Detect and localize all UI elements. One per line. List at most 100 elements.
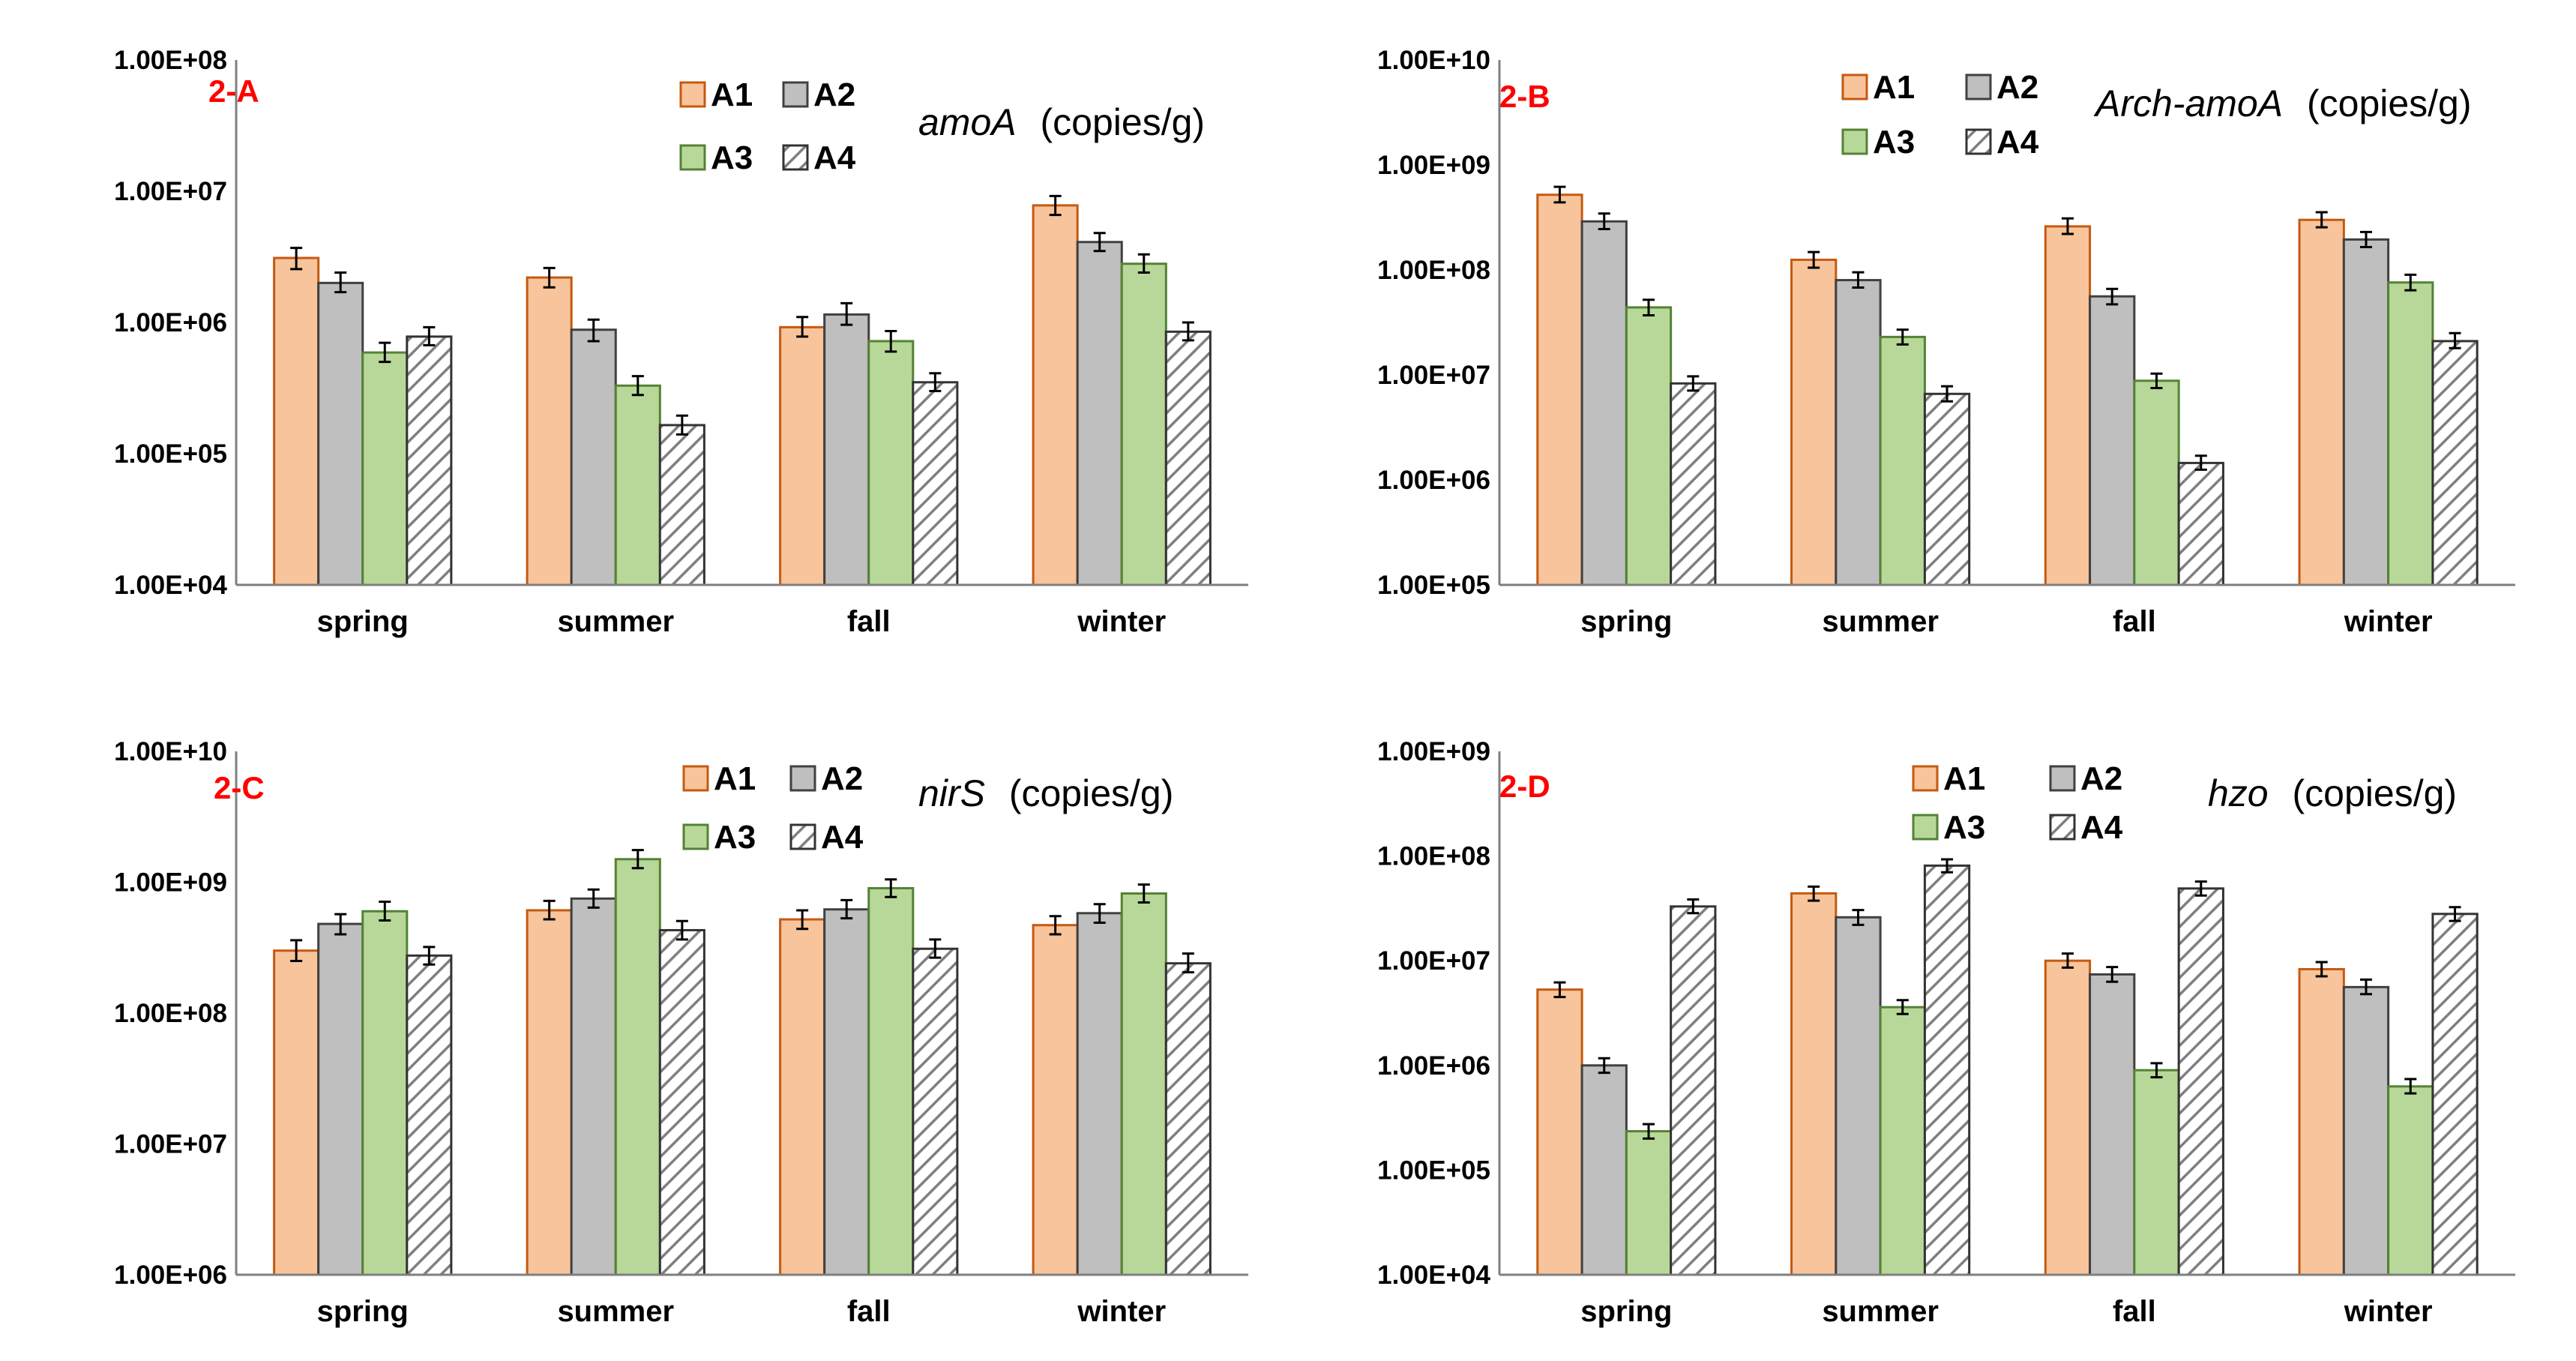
bars-group-2c bbox=[235, 751, 1248, 1276]
x-category-label-winter-2c: winter bbox=[1077, 1295, 1166, 1328]
x-category-label-spring-2d: spring bbox=[1580, 1295, 1672, 1328]
legend-swatch-a1-2a bbox=[679, 81, 706, 108]
bar-a3-spring-2c bbox=[361, 910, 409, 1276]
legend-swatch-a2-2b bbox=[1965, 73, 1992, 100]
gene-title-2d: hzo (copies/g) bbox=[2208, 772, 2457, 814]
bar-a1-spring-2a bbox=[273, 256, 320, 586]
bar-a3-winter-2d bbox=[2387, 1085, 2434, 1276]
y-ticks-2c: 1.00E+06 1.00E+07 1.00E+08 1.00E+09 1.00E+10 bbox=[114, 737, 227, 1290]
x-category-label-fall-2c: fall bbox=[847, 1295, 891, 1328]
bar-a3-summer-2c bbox=[614, 858, 661, 1276]
legend-label-a3-2c: A3 bbox=[714, 819, 756, 856]
x-categories-2b: spring summer fall winter bbox=[1580, 605, 2432, 638]
x-category-label-winter-2a: winter bbox=[1077, 605, 1166, 638]
bar-a3-spring-2a bbox=[361, 351, 409, 586]
legend-swatch-a2-2c bbox=[789, 765, 816, 792]
legend-label-a1-2b: A1 bbox=[1873, 69, 1915, 106]
chart-panel-2b: 1.00E+05 1.00E+06 1.00E+07 1.00E+08 1.00E+09… bbox=[1377, 46, 2515, 638]
bar-a1-fall-2b bbox=[2044, 225, 2092, 586]
y-tick-label-2b: 1.00E+06 bbox=[1377, 466, 1490, 495]
bar-a2-fall-2b bbox=[2089, 295, 2136, 586]
bar-a1-fall-2d bbox=[2044, 959, 2092, 1276]
x-category-label-winter-2b: winter bbox=[2344, 605, 2433, 638]
bar-a1-summer-2b bbox=[1790, 258, 1838, 586]
gene-name-2b: Arch-amoA bbox=[2093, 82, 2283, 124]
legend-label-a2-2b: A2 bbox=[1996, 69, 2038, 106]
bar-a3-fall-2b bbox=[2133, 379, 2180, 586]
bar-a2-summer-2d bbox=[1835, 916, 1882, 1276]
bar-a4-winter-2c bbox=[1164, 962, 1212, 1276]
legend-label-a2-2c: A2 bbox=[821, 760, 863, 797]
panel-id-2d: 2-D bbox=[1499, 769, 1550, 804]
bar-a4-fall-2b bbox=[2177, 461, 2224, 586]
legend-2b: A1 A2 A3 A4 bbox=[1841, 69, 2039, 160]
x-category-label-spring-2c: spring bbox=[317, 1295, 409, 1328]
y-ticks-2d: 1.00E+04 1.00E+05 1.00E+06 1.00E+07 1.00E+08… bbox=[1377, 737, 1490, 1290]
bar-a2-spring-2d bbox=[1580, 1064, 1628, 1276]
legend-label-a3-2d: A3 bbox=[1943, 809, 1985, 846]
bar-a4-spring-2c bbox=[406, 954, 453, 1276]
x-categories-2a: spring summer fall winter bbox=[317, 605, 1167, 638]
bar-a3-winter-2b bbox=[2387, 281, 2434, 586]
bar-a2-fall-2d bbox=[2089, 973, 2136, 1276]
chart-panel-2c: 1.00E+06 1.00E+07 1.00E+08 1.00E+09 1.00E+10… bbox=[114, 737, 1248, 1328]
legend-swatch-a3-2a bbox=[679, 144, 706, 171]
x-category-label-summer-2c: summer bbox=[557, 1295, 674, 1328]
y-tick-label-2c: 1.00E+10 bbox=[114, 737, 227, 766]
bar-a2-summer-2a bbox=[570, 328, 617, 586]
legend-swatch-a1-2d bbox=[1912, 765, 1939, 792]
gene-title-2c: nirS (copies/g) bbox=[918, 772, 1173, 814]
panel-id-2b: 2-B bbox=[1499, 79, 1550, 114]
bar-a3-summer-2d bbox=[1879, 1006, 1926, 1276]
bar-a2-spring-2c bbox=[317, 922, 364, 1276]
legend-label-a3-2a: A3 bbox=[711, 139, 753, 176]
bar-a1-summer-2d bbox=[1790, 892, 1838, 1276]
gene-unit-2d: (copies/g) bbox=[2293, 772, 2458, 814]
legend-label-a4-2b: A4 bbox=[1996, 124, 2039, 160]
bar-a2-winter-2d bbox=[2342, 985, 2390, 1276]
legend-label-a4-2c: A4 bbox=[821, 819, 864, 856]
bar-a3-fall-2c bbox=[867, 886, 915, 1276]
y-tick-label-2a: 1.00E+07 bbox=[114, 177, 227, 206]
gene-title-2a: amoA (copies/g) bbox=[918, 101, 1205, 143]
gene-unit-2b: (copies/g) bbox=[2307, 82, 2472, 124]
bar-a1-fall-2a bbox=[779, 325, 826, 586]
legend-swatch-a3-2c bbox=[682, 823, 709, 850]
x-category-label-summer-2d: summer bbox=[1822, 1295, 1939, 1328]
bar-a1-winter-2d bbox=[2298, 967, 2345, 1276]
y-tick-label-2d: 1.00E+05 bbox=[1377, 1156, 1490, 1185]
bar-a3-summer-2a bbox=[614, 384, 661, 586]
y-tick-label-2c: 1.00E+09 bbox=[114, 868, 227, 898]
bar-a2-spring-2b bbox=[1580, 220, 1628, 586]
y-tick-label-2a: 1.00E+06 bbox=[114, 308, 227, 337]
bar-a1-fall-2c bbox=[779, 918, 826, 1276]
y-ticks-2a: 1.00E+04 1.00E+05 1.00E+06 1.00E+07 1.00E+08 bbox=[114, 46, 227, 600]
y-tick-label-2b: 1.00E+07 bbox=[1377, 361, 1490, 390]
bar-a4-summer-2d bbox=[1923, 864, 1971, 1276]
bar-a4-winter-2a bbox=[1164, 330, 1212, 586]
legend-swatch-a1-2b bbox=[1841, 73, 1868, 100]
y-tick-label-2c: 1.00E+08 bbox=[114, 999, 227, 1028]
y-tick-label-2b: 1.00E+09 bbox=[1377, 151, 1490, 180]
x-category-label-summer-2b: summer bbox=[1822, 605, 1939, 638]
bar-a4-summer-2a bbox=[658, 424, 705, 586]
y-tick-label-2b: 1.00E+08 bbox=[1377, 256, 1490, 285]
legend-2a: A1 A2 A3 A4 bbox=[679, 76, 856, 176]
bar-a2-fall-2c bbox=[823, 908, 870, 1276]
legend-swatch-a4-2a bbox=[782, 144, 809, 171]
x-category-label-summer-2a: summer bbox=[557, 605, 674, 638]
bar-a3-summer-2b bbox=[1879, 335, 1926, 586]
y-tick-label-2d: 1.00E+04 bbox=[1377, 1261, 1490, 1290]
bar-a1-winter-2a bbox=[1032, 204, 1079, 586]
bar-a1-spring-2d bbox=[1536, 988, 1583, 1276]
bar-a2-summer-2c bbox=[570, 897, 617, 1276]
bar-a1-summer-2c bbox=[526, 909, 573, 1276]
bar-a1-spring-2b bbox=[1536, 193, 1583, 586]
legend-swatch-a2-2d bbox=[2049, 765, 2076, 792]
y-tick-label-2d: 1.00E+06 bbox=[1377, 1051, 1490, 1081]
panel-id-2a: 2-A bbox=[208, 73, 259, 109]
legend-swatch-a3-2d bbox=[1912, 814, 1939, 841]
legend-label-a3-2b: A3 bbox=[1873, 124, 1915, 160]
bar-a4-fall-2a bbox=[912, 381, 959, 586]
